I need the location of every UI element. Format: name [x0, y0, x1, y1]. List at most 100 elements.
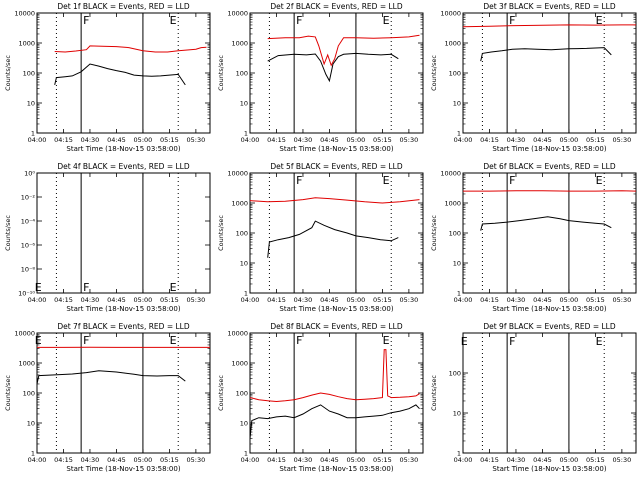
x-tick-label: 05:30: [187, 456, 206, 464]
panel-title: Det 2f BLACK = Events, RED = LLD: [270, 2, 403, 11]
y-tick-label: 10⁻⁴: [21, 218, 36, 226]
x-tick-label: 04:00: [241, 296, 260, 304]
x-tick-label: 05:15: [373, 296, 392, 304]
y-tick-label: 10: [27, 100, 35, 108]
x-tick-label: 05:00: [347, 456, 366, 464]
x-tick-label: 04:15: [267, 456, 286, 464]
x-tick-label: 04:30: [81, 136, 100, 144]
panel-title: Det 9f BLACK = Events, RED = LLD: [483, 322, 616, 331]
x-tick-label: 04:45: [533, 296, 552, 304]
x-tick-label: 05:30: [613, 296, 632, 304]
x-tick-label: 04:00: [28, 456, 47, 464]
chart-panel-6: Det 6f BLACK = Events, RED = LLD Counts/s…: [430, 162, 637, 313]
x-tick-label: 04:45: [320, 456, 339, 464]
y-tick-label: 10⁰: [24, 170, 35, 178]
x-tick-label: 04:30: [81, 296, 100, 304]
chart-panel-7: Det 7f BLACK = Events, RED = LLD Counts/s…: [4, 322, 211, 473]
x-tick-label: 05:30: [187, 296, 206, 304]
y-tick-label: 100: [449, 70, 461, 78]
y-axis-label: Counts/sec: [217, 215, 225, 251]
x-tick-label: 04:15: [480, 296, 499, 304]
x-tick-label: 05:30: [613, 456, 632, 464]
series-line-events: [249, 404, 420, 439]
x-tick-label: 05:15: [373, 136, 392, 144]
y-tick-label: 100: [236, 70, 248, 78]
x-axis-label: Start Time (18-Nov-15 03:58:00): [279, 465, 393, 473]
y-tick-label: 100: [23, 70, 35, 78]
y-tick-label: 10000: [227, 330, 248, 338]
x-axis-label: Start Time (18-Nov-15 03:58:00): [279, 305, 393, 313]
annotation-e: E: [383, 334, 390, 347]
panel-title: Det 5f BLACK = Events, RED = LLD: [270, 162, 403, 171]
x-tick-label: 04:15: [480, 456, 499, 464]
x-tick-label: 05:00: [560, 456, 579, 464]
x-tick-label: 04:45: [107, 296, 126, 304]
x-tick-label: 04:15: [54, 456, 73, 464]
y-tick-label: 10⁻²: [21, 194, 36, 202]
x-tick-label: 04:15: [54, 136, 73, 144]
y-tick-label: 1: [31, 130, 35, 138]
series-line-events: [480, 47, 612, 62]
x-tick-label: 05:00: [347, 136, 366, 144]
annotation-e: E: [170, 14, 177, 27]
x-tick-label: 04:00: [241, 136, 260, 144]
annotation-e: E: [461, 335, 468, 348]
annotation-f: F: [296, 14, 302, 27]
x-tick-label: 05:15: [586, 136, 605, 144]
y-tick-label: 10000: [227, 170, 248, 178]
x-tick-label: 04:00: [454, 296, 473, 304]
x-tick-label: 04:45: [107, 136, 126, 144]
annotation-e: E: [170, 334, 177, 347]
x-tick-label: 05:00: [347, 296, 366, 304]
x-tick-label: 05:15: [373, 456, 392, 464]
x-axis-label: Start Time (18-Nov-15 03:58:00): [279, 145, 393, 153]
annotation-f: F: [83, 334, 89, 347]
chart-panel-1: Det 1f BLACK = Events, RED = LLD Counts/s…: [4, 2, 211, 153]
annotation-e: E: [383, 14, 390, 27]
panel-title: Det 8f BLACK = Events, RED = LLD: [270, 322, 403, 331]
x-tick-label: 04:30: [294, 136, 313, 144]
y-tick-label: 10⁻⁶: [21, 242, 36, 250]
y-axis-label: Counts/sec: [217, 55, 225, 91]
series-line-lld: [249, 349, 420, 403]
series-line-lld: [249, 197, 420, 204]
y-tick-label: 1: [457, 290, 461, 298]
y-tick-label: 1: [244, 450, 248, 458]
y-tick-label: 10: [240, 100, 248, 108]
panel-title: Det 1f BLACK = Events, RED = LLD: [57, 2, 190, 11]
annotation-e: E: [596, 174, 603, 187]
y-tick-label: 10000: [14, 330, 35, 338]
x-tick-label: 05:30: [400, 456, 419, 464]
x-axis-label: Start Time (18-Nov-15 03:58:00): [492, 305, 606, 313]
y-tick-label: 10000: [440, 170, 461, 178]
x-tick-label: 05:30: [400, 136, 419, 144]
y-tick-label: 1: [244, 290, 248, 298]
y-tick-label: 1000: [231, 360, 248, 368]
x-axis-label: Start Time (18-Nov-15 03:58:00): [66, 145, 180, 153]
x-tick-label: 04:30: [507, 136, 526, 144]
series-line-lld: [54, 45, 207, 53]
y-tick-label: 10: [240, 260, 248, 268]
annotation-f: F: [296, 334, 302, 347]
y-tick-label: 10⁻¹⁰: [18, 290, 35, 298]
x-axis-label: Start Time (18-Nov-15 03:58:00): [492, 145, 606, 153]
x-tick-label: 04:15: [267, 136, 286, 144]
y-tick-label: 1000: [18, 360, 35, 368]
annotation-f: F: [509, 174, 515, 187]
y-tick-label: 100: [23, 390, 35, 398]
x-axis-label: Start Time (18-Nov-15 03:58:00): [492, 465, 606, 473]
x-tick-label: 05:15: [586, 456, 605, 464]
x-tick-label: 05:00: [134, 136, 153, 144]
series-line-events: [267, 220, 399, 258]
y-tick-label: 100: [449, 230, 461, 238]
chart-panel-8: Det 8f BLACK = Events, RED = LLD Counts/s…: [217, 322, 424, 473]
chart-panel-4: Det 4f BLACK = Events, RED = LLD Counts/s…: [4, 162, 211, 313]
series-line-lld: [462, 24, 636, 28]
x-tick-label: 04:15: [267, 296, 286, 304]
x-tick-label: 04:00: [454, 136, 473, 144]
x-tick-label: 05:15: [160, 136, 179, 144]
y-tick-label: 10: [240, 420, 248, 428]
annotation-f: F: [83, 14, 89, 27]
